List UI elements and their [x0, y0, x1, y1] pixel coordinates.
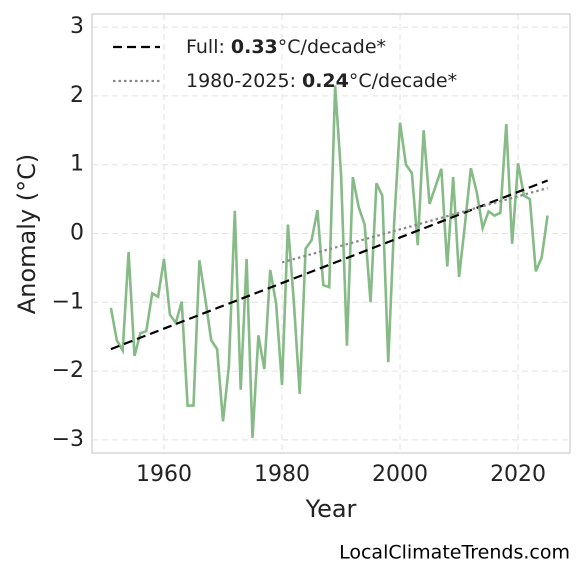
legend-label: 1980-2025: 0.24°C/decade*: [186, 70, 457, 92]
x-tick-label: 1980: [254, 462, 310, 487]
trend-line: [110, 179, 548, 351]
y-tick-label: −3: [52, 427, 84, 452]
data-line: [109, 85, 549, 438]
y-axis-label: Anomaly (°C): [13, 154, 41, 314]
x-tick-label: 2020: [490, 462, 546, 487]
legend-name: Full:: [186, 36, 225, 58]
source: LocalClimateTrends.com: [339, 542, 570, 564]
y-tick-label: 0: [70, 221, 84, 246]
legend-suffix: °C/decade*: [278, 36, 386, 58]
legend-slope: 0.33: [231, 36, 278, 58]
x-axis-label: Year: [305, 495, 357, 523]
x-tick-label: 1960: [136, 462, 192, 487]
legend-label: Full: 0.33°C/decade*: [186, 36, 386, 58]
legend-slope: 0.24: [302, 70, 349, 92]
y-tick-label: −1: [52, 289, 84, 314]
y-tick-label: 2: [70, 83, 84, 108]
y-tick-label: 3: [70, 14, 84, 39]
y-tick-label: −2: [52, 358, 84, 383]
legend-suffix: °C/decade*: [349, 70, 457, 92]
x-tick-label: 2000: [372, 462, 428, 487]
trend-line: [281, 187, 548, 264]
y-tick-label: 1: [70, 152, 84, 177]
legend-name: 1980-2025:: [186, 70, 296, 92]
